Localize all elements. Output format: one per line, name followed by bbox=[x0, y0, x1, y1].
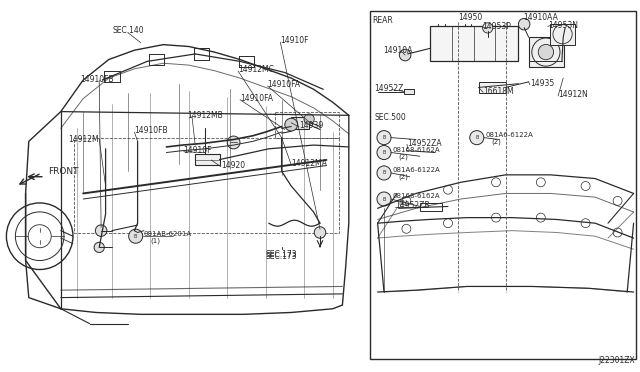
Text: 14910FA: 14910FA bbox=[268, 80, 301, 89]
Text: 14920: 14920 bbox=[221, 161, 245, 170]
Circle shape bbox=[518, 19, 530, 30]
Circle shape bbox=[377, 131, 391, 145]
Bar bbox=[479, 82, 506, 93]
Bar bbox=[404, 89, 414, 94]
Bar bbox=[291, 117, 309, 129]
Text: 14910F: 14910F bbox=[280, 36, 309, 45]
Circle shape bbox=[129, 229, 143, 243]
Circle shape bbox=[377, 145, 391, 160]
Bar bbox=[195, 154, 220, 165]
Text: 14953N: 14953N bbox=[548, 21, 578, 30]
Text: FRONT: FRONT bbox=[48, 167, 79, 176]
Text: 14912N: 14912N bbox=[558, 90, 588, 99]
Text: 14939: 14939 bbox=[299, 121, 323, 130]
Text: 14912MC: 14912MC bbox=[238, 65, 274, 74]
Circle shape bbox=[538, 44, 554, 60]
Text: 14910AA: 14910AA bbox=[524, 13, 558, 22]
Bar bbox=[529, 37, 564, 67]
Text: B: B bbox=[134, 234, 138, 239]
Circle shape bbox=[95, 225, 107, 236]
Text: 14950: 14950 bbox=[458, 13, 483, 22]
Circle shape bbox=[377, 166, 391, 180]
Text: 14952ZB: 14952ZB bbox=[395, 201, 429, 210]
Circle shape bbox=[314, 227, 326, 238]
Text: 14910FB: 14910FB bbox=[80, 76, 114, 84]
Text: 14910FB: 14910FB bbox=[134, 126, 168, 135]
Circle shape bbox=[94, 242, 104, 253]
Text: 14912MA: 14912MA bbox=[291, 159, 327, 168]
Bar bbox=[74, 138, 339, 232]
Text: SEC.140: SEC.140 bbox=[112, 26, 144, 35]
Bar bbox=[550, 24, 575, 45]
Text: 081A6-6122A: 081A6-6122A bbox=[392, 167, 440, 173]
Text: (2): (2) bbox=[398, 153, 408, 160]
Text: 08168-6162A: 08168-6162A bbox=[392, 193, 440, 199]
Circle shape bbox=[285, 118, 298, 131]
Circle shape bbox=[399, 49, 411, 61]
Text: (2): (2) bbox=[491, 138, 500, 145]
Text: 14952Z: 14952Z bbox=[374, 84, 404, 93]
Text: B: B bbox=[382, 170, 386, 176]
Text: B: B bbox=[382, 150, 386, 155]
Text: 14910F: 14910F bbox=[184, 146, 212, 155]
Circle shape bbox=[227, 136, 240, 149]
Text: J22301ZX: J22301ZX bbox=[598, 356, 635, 365]
Text: 081A6-6122A: 081A6-6122A bbox=[485, 132, 533, 138]
Bar bbox=[275, 112, 339, 138]
Text: (2): (2) bbox=[398, 174, 408, 180]
Text: B: B bbox=[475, 135, 479, 140]
Text: REAR: REAR bbox=[372, 16, 393, 25]
Text: SEC.173: SEC.173 bbox=[266, 250, 298, 259]
Text: 14912M: 14912M bbox=[68, 135, 99, 144]
Text: SEC.500: SEC.500 bbox=[374, 113, 406, 122]
Text: 16618M: 16618M bbox=[483, 87, 514, 96]
Text: 081AB-6201A: 081AB-6201A bbox=[144, 231, 192, 237]
Text: SEC.173: SEC.173 bbox=[266, 252, 298, 261]
Circle shape bbox=[304, 114, 314, 124]
Circle shape bbox=[377, 192, 391, 206]
Text: 14952ZA: 14952ZA bbox=[407, 139, 442, 148]
Text: 14953P: 14953P bbox=[483, 22, 511, 31]
Bar bbox=[430, 26, 518, 61]
Bar bbox=[420, 203, 442, 211]
Circle shape bbox=[470, 131, 484, 145]
Circle shape bbox=[483, 23, 493, 33]
Text: B: B bbox=[382, 196, 386, 202]
Text: B: B bbox=[382, 135, 386, 140]
Text: (1): (1) bbox=[150, 238, 161, 244]
Text: (2): (2) bbox=[398, 199, 408, 206]
Text: 14910FA: 14910FA bbox=[240, 94, 273, 103]
Text: 08168-6162A: 08168-6162A bbox=[392, 147, 440, 153]
Bar bbox=[370, 11, 636, 359]
Text: 14935: 14935 bbox=[530, 79, 554, 88]
Text: 14912MB: 14912MB bbox=[188, 111, 223, 120]
Text: 14910A: 14910A bbox=[383, 46, 412, 55]
